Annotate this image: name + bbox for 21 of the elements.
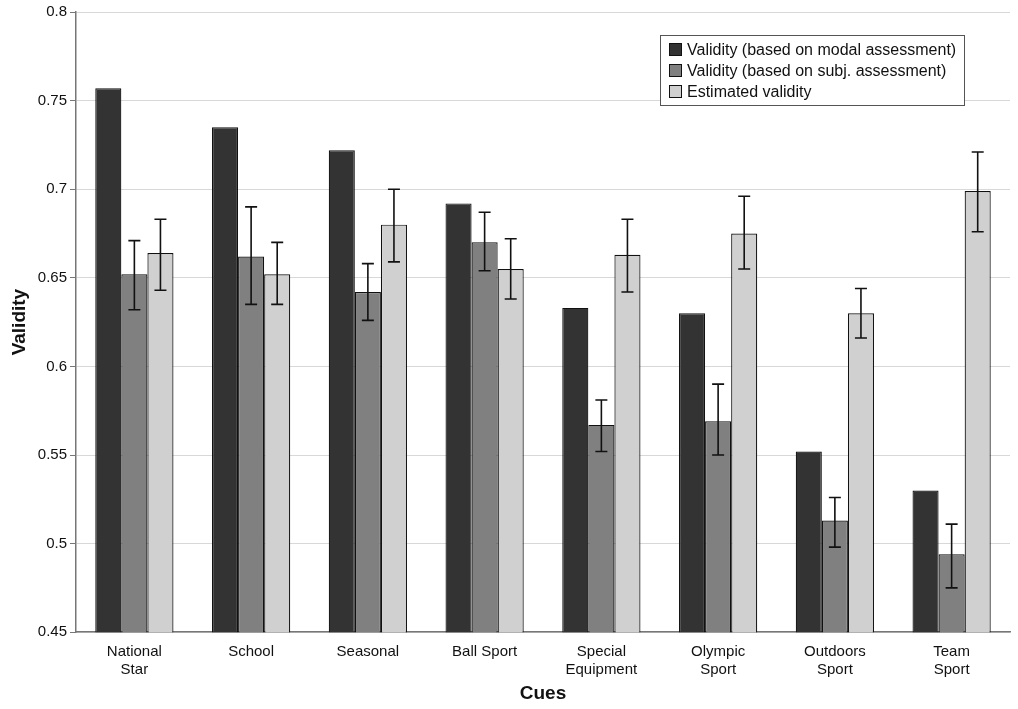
x-tick-label: Team Sport	[933, 642, 971, 678]
x-tick-label: National Star	[106, 642, 162, 678]
x-axis-title: Cues	[519, 681, 567, 703]
y-axis-title: Validity	[7, 288, 29, 356]
x-tick-label: Outdoors Sport	[804, 642, 866, 678]
legend-label: Validity (based on subj. assessment)	[687, 61, 947, 81]
y-tick-label: 0.8	[46, 2, 67, 20]
x-tick-label: Ball Sport	[452, 642, 518, 660]
x-tick-label: Seasonal	[336, 642, 400, 660]
y-tick-label: 0.55	[37, 445, 67, 463]
y-tick-label: 0.7	[46, 179, 67, 197]
x-tick-label: Olympic Sport	[691, 642, 746, 678]
y-tick-label: 0.75	[37, 90, 67, 108]
x-tick-label: School	[228, 642, 275, 660]
y-tick-label: 0.5	[46, 533, 67, 551]
y-tick-label: 0.65	[37, 267, 67, 285]
legend-label: Validity (based on modal assessment)	[687, 40, 957, 60]
x-tick-label: Special Equipment	[565, 642, 639, 678]
y-tick-label: 0.6	[46, 356, 67, 374]
legend-label: Estimated validity	[687, 82, 812, 102]
y-tick-label: 0.45	[37, 622, 67, 640]
